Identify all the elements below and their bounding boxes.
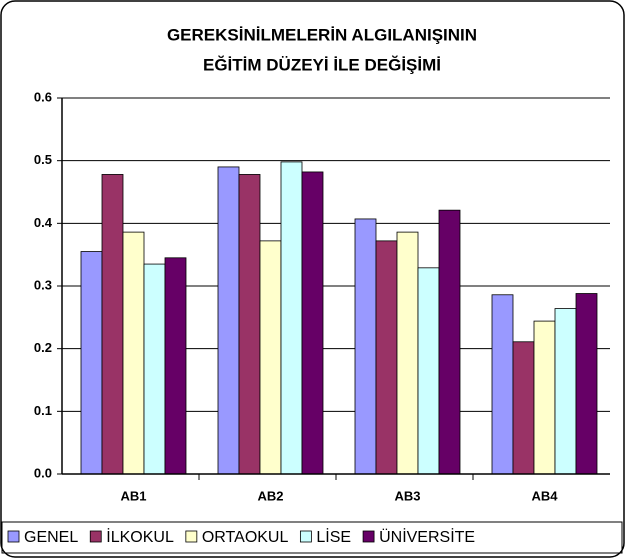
legend-box <box>1 521 623 554</box>
bar <box>80 251 103 475</box>
bar <box>375 240 398 475</box>
y-tick-label: 0.6 <box>34 89 52 104</box>
x-tick-label: AB1 <box>120 488 146 503</box>
y-tick-label: 0.3 <box>34 277 52 292</box>
x-tick-label: AB3 <box>394 488 420 503</box>
bar <box>417 267 440 475</box>
y-tick-label: 0.2 <box>34 340 52 355</box>
legend-label: LİSE <box>316 527 351 546</box>
bar <box>575 293 598 475</box>
bar <box>259 240 282 475</box>
legend-swatch <box>362 530 375 543</box>
bar <box>301 171 324 475</box>
bar <box>354 218 377 475</box>
bar <box>396 231 419 475</box>
bar <box>164 257 187 475</box>
legend-swatch <box>89 530 102 543</box>
y-tick-label: 0.0 <box>34 465 52 480</box>
bar <box>217 166 240 475</box>
legend-label: ORTAOKUL <box>202 529 289 546</box>
bar <box>101 174 124 475</box>
x-tick-label: AB4 <box>531 488 558 503</box>
legend-label: ÜNİVERSİTE <box>379 527 475 546</box>
chart-title: GEREKSİNİLMELERİN ALGILANIŞININ <box>167 25 477 44</box>
x-tick-label: AB2 <box>257 488 283 503</box>
legend-label: GENEL <box>24 529 78 546</box>
chart-title: EĞİTİM DÜZEYİ İLE DEĞİŞİMİ <box>203 55 441 74</box>
y-tick-label: 0.4 <box>34 215 53 230</box>
bar <box>280 161 303 475</box>
bar <box>512 341 535 475</box>
bar <box>533 320 556 475</box>
legend-label: İLKOKUL <box>106 527 174 546</box>
bar <box>122 231 145 475</box>
bar <box>491 294 514 475</box>
bar <box>554 308 577 475</box>
legend-swatch <box>7 530 20 543</box>
legend-swatch <box>299 530 312 543</box>
y-tick-label: 0.5 <box>34 152 52 167</box>
legend-swatch <box>185 530 198 543</box>
bar <box>143 263 166 475</box>
y-tick-label: 0.1 <box>34 403 52 418</box>
bar <box>238 174 261 475</box>
bar <box>438 209 461 475</box>
